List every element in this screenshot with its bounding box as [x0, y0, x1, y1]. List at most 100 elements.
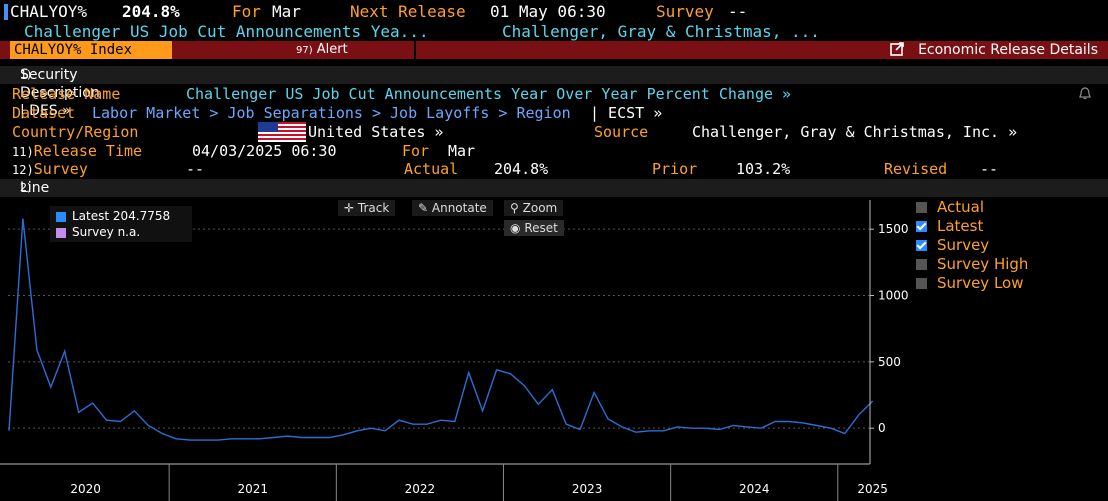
economic-release-details-button[interactable]: Economic Release Details	[890, 41, 1098, 59]
annotate-label: Annotate	[431, 201, 487, 215]
chart-legend: Latest 204.7758 Survey n.a.	[50, 206, 192, 242]
checkbox-survey[interactable]	[916, 240, 927, 251]
section-title: Security Description | DES »	[20, 67, 100, 119]
x-tick-label: 2025	[857, 482, 888, 496]
tab-index[interactable]: CHALYOY% Index	[10, 41, 172, 59]
dataset-code[interactable]: | ECST »	[590, 104, 663, 122]
tab-bar: CHALYOY% Index 97) Alert Economic Releas…	[0, 41, 1108, 59]
next-release-label: Next Release	[350, 2, 466, 21]
release-time-value: 04/03/2025 06:30	[192, 142, 337, 160]
zoom-label: Zoom	[522, 201, 558, 215]
pencil-icon: ✎	[418, 201, 429, 215]
toggle-latest[interactable]: Latest	[916, 217, 983, 236]
prior-value: 103.2%	[736, 160, 791, 178]
toggle-survey-low-label: Survey Low	[937, 274, 1024, 292]
x-tick-label: 2021	[238, 482, 269, 496]
legend-latest-label: Latest	[72, 209, 110, 223]
release-time-label-group[interactable]: 11)Release Time	[12, 142, 142, 161]
release-name-label: Release Name	[12, 85, 121, 103]
survey-num: 12)	[12, 163, 34, 177]
x-tick-label: 2022	[405, 482, 436, 496]
crosshair-icon: ✛	[344, 201, 355, 215]
release-title-short: Challenger US Job Cut Announcements Yea.…	[24, 22, 429, 41]
bell-icon[interactable]	[1077, 86, 1093, 102]
country-label: Country/Region	[12, 123, 139, 141]
external-link-icon	[890, 42, 904, 56]
next-release-value: 01 May 06:30	[490, 2, 606, 21]
release-for-value: Mar	[448, 142, 476, 160]
legend-survey-label: Survey	[72, 225, 114, 239]
survey-swatch	[56, 227, 66, 238]
release-time-num: 11)	[12, 145, 34, 159]
actual-value: 204.8%	[494, 160, 549, 178]
tab-divider	[414, 41, 416, 59]
toggle-survey[interactable]: Survey	[916, 236, 989, 255]
source-short: Challenger, Gray & Christmas, ...	[502, 22, 820, 41]
us-flag-icon	[258, 122, 306, 142]
y-tick-label: 1000	[878, 289, 909, 303]
actual-label: Actual	[404, 160, 459, 178]
reset-label: Reset	[524, 221, 558, 235]
zoom-button[interactable]: ⚲ Zoom	[504, 200, 564, 216]
release-name-link[interactable]: Challenger US Job Cut Announcements Year…	[186, 85, 792, 103]
toggle-survey-high[interactable]: Survey High	[916, 255, 1028, 274]
ticker-subtitle: Challenger US Job Cut Announcements Yea.…	[0, 22, 1108, 42]
y-tick-label: 0	[878, 421, 886, 435]
annotate-button[interactable]: ✎ Annotate	[412, 200, 493, 216]
toggle-actual[interactable]: Actual	[916, 198, 984, 217]
toggle-survey-high-label: Survey High	[937, 255, 1029, 273]
toggle-survey-label: Survey	[937, 236, 990, 254]
legend-latest: Latest 204.7758	[56, 209, 170, 223]
dataset-label: Dataset	[12, 104, 76, 122]
source-value[interactable]: Challenger, Gray & Christmas, Inc. »	[692, 123, 1018, 141]
ticker: CHALYOY%	[10, 2, 88, 21]
tab-index-label: CHALYOY% Index	[14, 42, 133, 58]
x-tick-label: 2024	[739, 482, 770, 496]
survey-row-label: Survey	[33, 160, 88, 178]
country-value[interactable]: United States »	[308, 123, 444, 141]
toggle-actual-label: Actual	[937, 198, 984, 216]
y-tick-label: 500	[878, 355, 901, 369]
reset-button[interactable]: ◉ Reset	[504, 220, 564, 236]
checkbox-actual[interactable]	[916, 202, 927, 213]
legend-survey-value: n.a.	[117, 225, 141, 239]
line-chart[interactable]: 0 500 1000 1500 2020 2021 2022 2023 2024 2025	[0, 198, 1108, 501]
legend-survey: Survey n.a.	[56, 225, 140, 239]
revised-value: --	[980, 160, 999, 178]
alert-label: Alert	[316, 42, 348, 57]
toggle-latest-label: Latest	[937, 217, 984, 235]
survey-label-group[interactable]: 12)Survey	[12, 160, 88, 179]
series-line-latest	[8, 218, 874, 441]
for-value: Mar	[272, 2, 301, 21]
ticker-header: CHALYOY% 204.8% For Mar Next Release 01 …	[0, 2, 1108, 22]
checkbox-survey-low[interactable]	[916, 278, 927, 289]
checkbox-survey-high[interactable]	[916, 259, 927, 270]
checkbox-latest[interactable]	[916, 221, 927, 232]
alert-num: 97)	[296, 45, 313, 56]
release-time-label: Release Time	[33, 142, 143, 160]
survey-label: Survey	[656, 2, 714, 21]
survey-row-value: --	[186, 160, 205, 178]
track-button[interactable]: ✛ Track	[338, 200, 396, 216]
section-num: 1)	[20, 68, 32, 81]
dataset-path[interactable]: Labor Market > Job Separations > Job Lay…	[92, 104, 571, 122]
y-tick-label: 1500	[878, 222, 909, 236]
release-for-label: For	[402, 142, 430, 160]
x-tick-label: 2020	[70, 482, 101, 496]
line-chart-header[interactable]: 2) Line Chart | GP »	[0, 179, 1108, 250]
prior-label: Prior	[652, 160, 698, 178]
x-tick-label: 2023	[572, 482, 603, 496]
eco-label: Economic Release Details	[918, 42, 1098, 58]
latest-swatch	[56, 211, 66, 222]
alert-button[interactable]: 97) Alert	[296, 41, 348, 60]
reset-icon: ◉	[510, 221, 521, 235]
ticker-marker	[4, 4, 8, 20]
revised-label: Revised	[884, 160, 948, 178]
toggle-survey-low[interactable]: Survey Low	[916, 274, 1023, 293]
survey-value: --	[728, 2, 748, 21]
security-description-header[interactable]: 1) Security Description | DES »	[0, 66, 1108, 119]
for-label: For	[232, 2, 261, 21]
chart-section-num: 2)	[20, 181, 32, 194]
legend-latest-value: 204.7758	[112, 209, 171, 223]
source-label: Source	[594, 123, 649, 141]
